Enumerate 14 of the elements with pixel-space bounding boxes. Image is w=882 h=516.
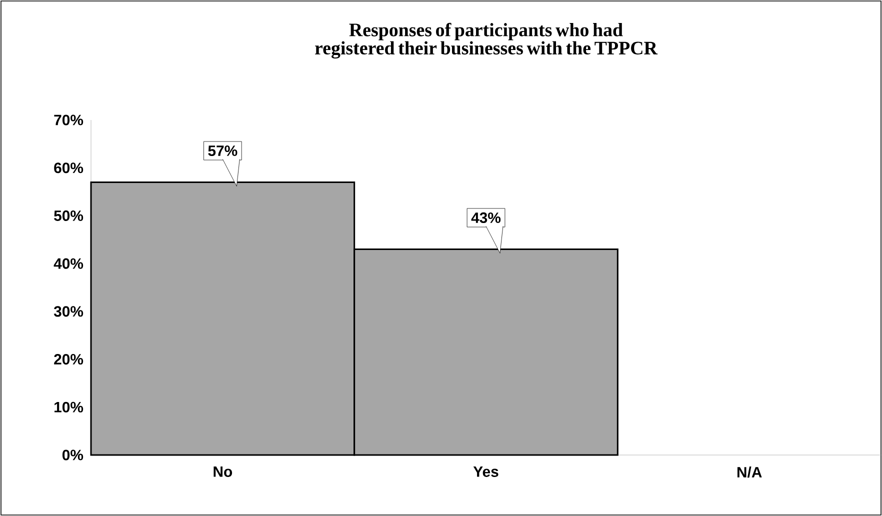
y-tick-label: 60% xyxy=(54,162,84,174)
x-tick-label: Yes xyxy=(473,466,498,477)
x-tick-label: N/A xyxy=(737,466,762,478)
y-tick-label: 20% xyxy=(54,354,84,365)
y-tick-label: 50% xyxy=(54,210,84,221)
x-tick-label: No xyxy=(214,466,232,477)
y-tick-label: 40% xyxy=(54,258,84,269)
y-tick-label: 0% xyxy=(62,450,84,460)
chart-title: Responses of participants who had registered their businesses with the TPPCR xyxy=(315,22,658,58)
data-label: 57% xyxy=(208,145,238,156)
y-tick-label: 30% xyxy=(54,306,84,317)
y-tick-label: 10% xyxy=(54,402,84,412)
y-tick-label: 70% xyxy=(54,114,84,126)
data-label: 43% xyxy=(471,212,501,224)
